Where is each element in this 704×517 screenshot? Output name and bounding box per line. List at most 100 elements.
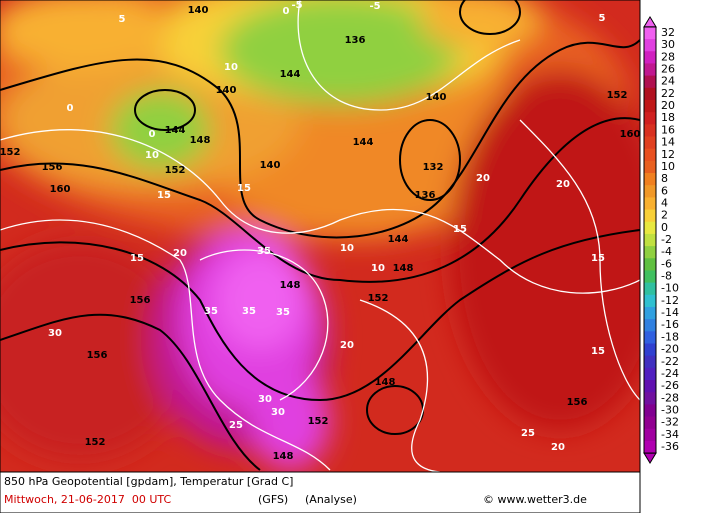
geopotential-label: 152	[0, 147, 20, 158]
legend-swatch	[644, 124, 656, 137]
temperature-label: 15	[130, 253, 144, 264]
legend-swatch	[644, 404, 656, 418]
temperature-label: 15	[591, 253, 605, 264]
temperature-label: -5	[291, 0, 302, 11]
legend-swatch	[644, 343, 656, 357]
legend-swatch	[644, 136, 656, 150]
legend-label: -6	[661, 257, 672, 270]
geopotential-label: 148	[190, 135, 211, 146]
temperature-label: 20	[556, 179, 570, 190]
color-legend: 32302826242220181614121086420-2-4-6-8-10…	[643, 15, 679, 465]
legend-swatch	[644, 294, 656, 308]
legend-swatch	[644, 233, 656, 247]
temperature-label: 15	[237, 183, 251, 194]
legend-swatch	[644, 87, 656, 101]
temperature-label: 20	[173, 248, 187, 259]
legend-swatch	[644, 367, 656, 381]
legend-swatch	[644, 416, 656, 430]
temperature-label: 25	[521, 428, 535, 439]
geopotential-label: 152	[308, 416, 329, 427]
legend-swatch	[644, 51, 656, 64]
geopotential-label: 132	[423, 162, 444, 173]
legend-swatch	[644, 258, 656, 271]
geopotential-label: 156	[87, 350, 108, 361]
legend-label: 0	[661, 221, 668, 234]
legend-swatch	[644, 428, 656, 442]
geopotential-label: 160	[620, 129, 641, 140]
legend-label: 28	[661, 50, 675, 63]
legend-label: -28	[661, 391, 679, 404]
geopotential-label: 152	[165, 165, 186, 176]
legend-label: -36	[661, 440, 679, 453]
legend-swatch	[644, 112, 656, 125]
legend-swatch	[644, 99, 656, 113]
temperature-label: 35	[242, 306, 256, 317]
legend-swatch	[644, 63, 656, 77]
legend-label: 24	[661, 75, 675, 88]
legend-swatch	[644, 148, 656, 162]
legend-label: 16	[661, 123, 675, 136]
legend-label: -2	[661, 233, 672, 246]
temperature-label: 10	[340, 243, 354, 254]
legend-swatch	[644, 185, 656, 198]
geopotential-label: 140	[260, 160, 281, 171]
caption-model: (GFS)	[258, 493, 288, 506]
geopotential-label: 156	[42, 162, 63, 173]
legend-swatch	[644, 440, 656, 454]
temperature-contours	[0, 0, 640, 472]
geopotential-label: 140	[188, 5, 209, 16]
temperature-label: 35	[257, 246, 271, 257]
legend-label: -12	[661, 294, 679, 307]
geopotential-label: 136	[345, 35, 366, 46]
legend-label: -20	[661, 343, 679, 356]
temperature-label: 5	[119, 14, 126, 25]
geopotential-label: 148	[280, 280, 301, 291]
legend-label: -14	[661, 306, 679, 319]
temperature-label: 10	[145, 150, 159, 161]
temperature-label: 35	[276, 307, 290, 318]
legend-arrow-top	[643, 15, 657, 28]
legend-swatch	[644, 319, 656, 332]
legend-swatch	[644, 221, 656, 235]
legend-swatch	[644, 39, 656, 52]
legend-label: 14	[661, 136, 675, 149]
legend-swatch	[644, 270, 656, 284]
temperature-label: 0	[67, 103, 74, 114]
legend-label: -32	[661, 416, 679, 429]
legend-swatch	[644, 160, 656, 174]
geopotential-label: 148	[393, 263, 414, 274]
caption-box	[0, 471, 641, 514]
legend-swatch	[644, 75, 656, 89]
legend-swatch	[644, 282, 656, 296]
caption-run: (Analyse)	[305, 493, 357, 506]
geopotential-label: 160	[50, 184, 71, 195]
legend-swatch	[644, 331, 656, 344]
geopotential-label: 152	[85, 437, 106, 448]
map-area	[0, 0, 640, 472]
caption-title: 850 hPa Geopotential [gpdam], Temperatur…	[4, 475, 293, 488]
legend-label: 26	[661, 63, 675, 76]
temperature-label: 15	[591, 346, 605, 357]
temperature-label: 30	[48, 328, 62, 339]
legend-label: 32	[661, 26, 675, 39]
temperature-label: 15	[453, 224, 467, 235]
legend-label: 2	[661, 209, 668, 222]
geopotential-label: 156	[567, 397, 588, 408]
legend-label: 30	[661, 38, 675, 51]
legend-label: -8	[661, 270, 672, 283]
legend-arrow-bottom	[643, 452, 657, 465]
legend-label: -24	[661, 367, 679, 380]
geopotential-label: 152	[607, 90, 628, 101]
legend-swatch	[644, 306, 656, 320]
temperature-label: 0	[283, 6, 290, 17]
legend-label: -18	[661, 330, 679, 343]
temperature-label: 30	[271, 407, 285, 418]
temperature-label: 20	[340, 340, 354, 351]
temperature-label: 20	[476, 173, 490, 184]
legend-label: 6	[661, 184, 668, 197]
geopotential-label: 140	[216, 85, 237, 96]
geopotential-contours	[0, 0, 640, 471]
legend-label: -34	[661, 428, 679, 441]
temperature-label: 15	[157, 190, 171, 201]
